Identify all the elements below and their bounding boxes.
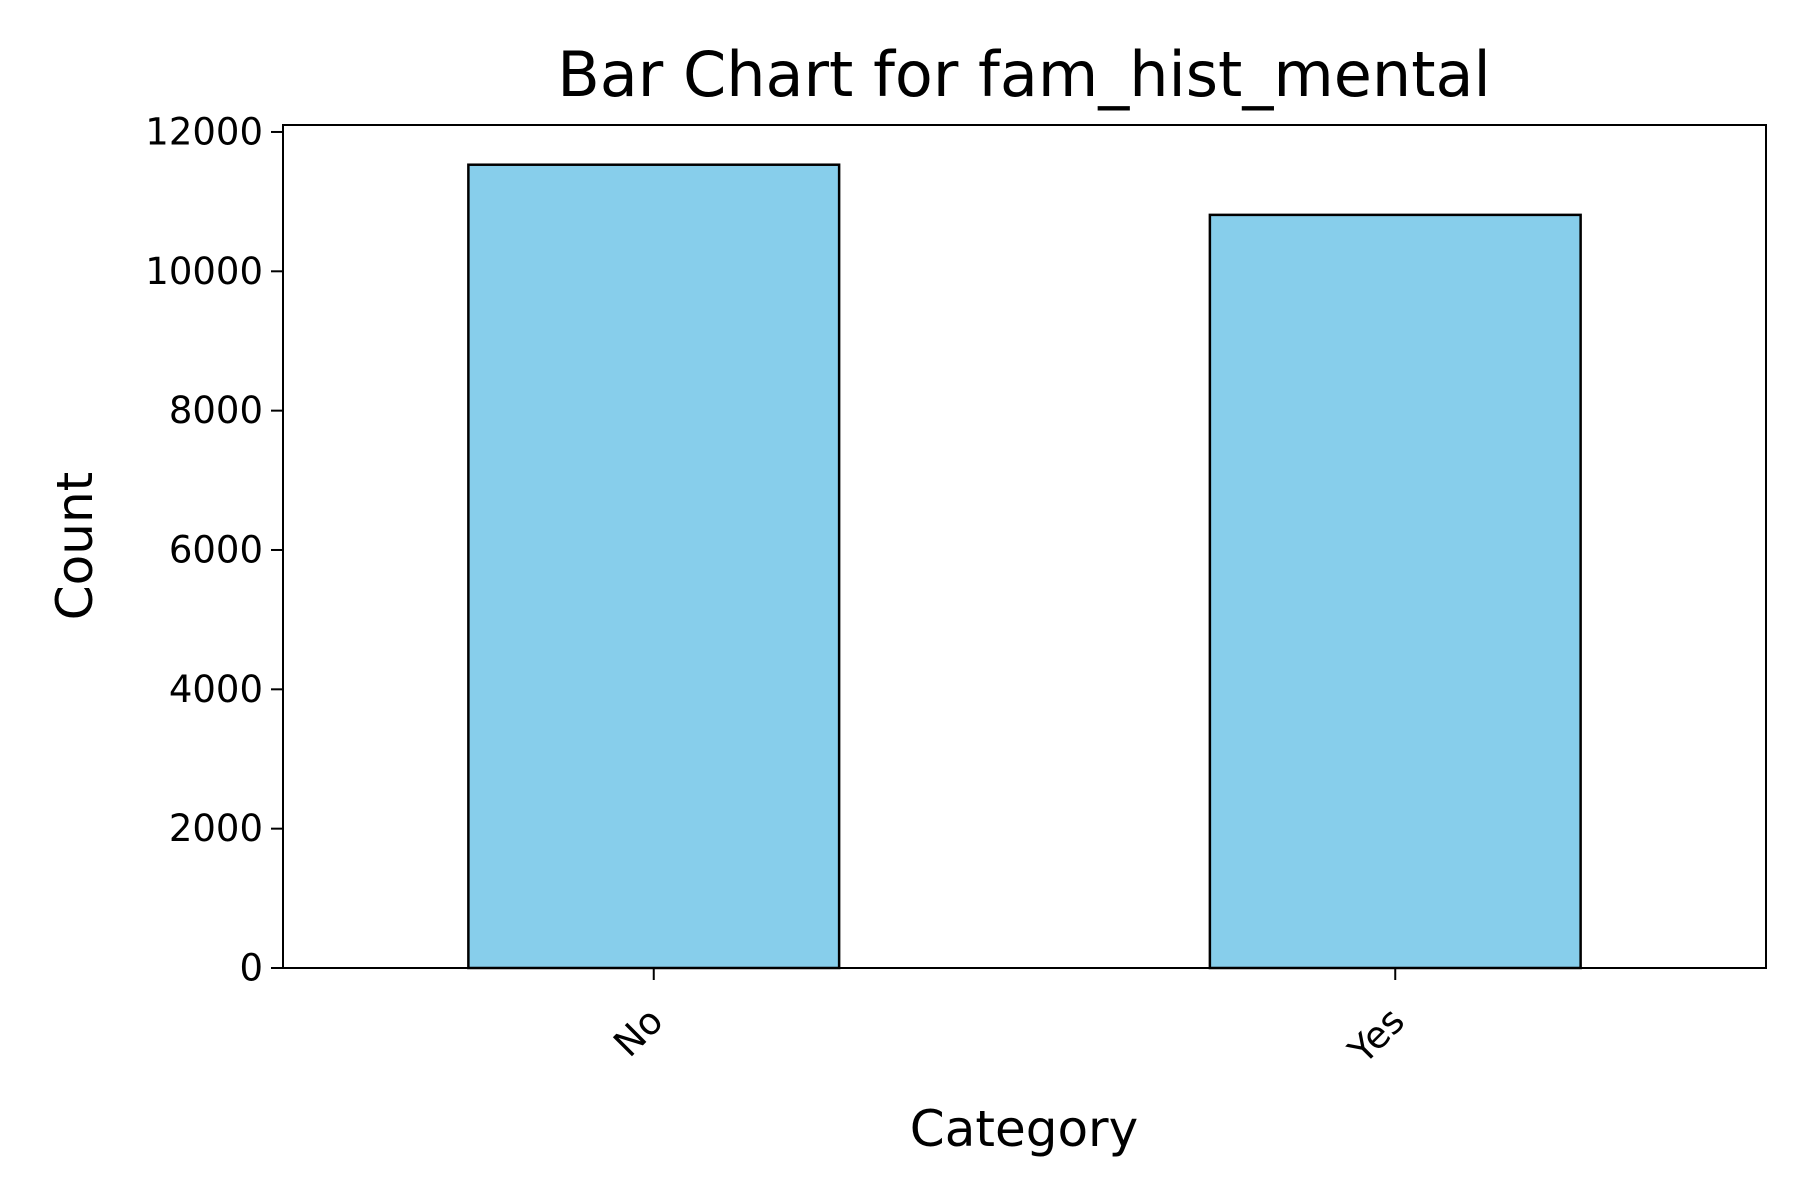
y-tick-label: 2000 (169, 807, 263, 850)
y-tick-label: 12000 (145, 110, 263, 153)
chart-title: Bar Chart for fam_hist_mental (557, 38, 1490, 111)
y-axis-label: Count (46, 472, 104, 621)
y-tick-label: 4000 (169, 668, 263, 711)
x-tick-label-yes: Yes (1339, 999, 1412, 1072)
y-tick-label: 8000 (169, 389, 263, 432)
bar-yes (1208, 213, 1582, 970)
plot-frame (282, 124, 1767, 969)
x-axis: No Yes (605, 968, 1413, 1073)
bars (467, 163, 1582, 970)
x-axis-label: Category (910, 1100, 1138, 1158)
bar-no (467, 163, 841, 970)
y-tick-label: 6000 (169, 528, 263, 571)
y-axis: 0 2000 4000 6000 8000 10000 12000 (145, 110, 283, 990)
y-tick-label: 0 (239, 947, 263, 990)
plot-area: 0 2000 4000 6000 8000 10000 12000 No Yes (145, 110, 1767, 1073)
y-tick-label: 10000 (145, 250, 263, 293)
x-tick-label-no: No (605, 999, 671, 1065)
